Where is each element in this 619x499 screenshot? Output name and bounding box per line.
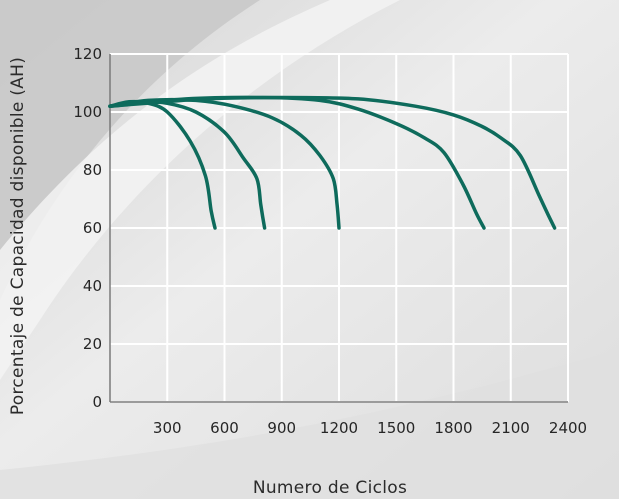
y-tick-labels: 0 20 40 60 80 100 120 [73,45,102,411]
x-tick-label: 2400 [549,419,587,437]
y-tick-label: 60 [83,219,102,237]
series-line-2 [108,99,267,230]
x-tick-label: 1500 [377,419,415,437]
x-tick-label: 900 [267,419,296,437]
series-line-5 [108,95,557,230]
series-line-1 [108,99,217,230]
y-tick-label: 40 [83,277,102,295]
y-tick-label: 0 [92,393,102,411]
x-tick-labels: 300 600 900 1200 1500 1800 2100 2400 [153,419,587,437]
y-axis-title: Porcentaje de Capacidad disponible (AH) [8,57,28,415]
x-tick-label: 2100 [492,419,530,437]
x-axis-title: Numero de Ciclos [253,478,407,498]
x-tick-label: 300 [153,419,182,437]
y-tick-label: 20 [83,335,102,353]
series-lines [108,95,557,230]
y-tick-label: 80 [83,161,102,179]
y-tick-label: 120 [73,45,102,63]
x-tick-label: 1800 [434,419,472,437]
x-tick-label: 1200 [320,419,358,437]
axes [109,54,568,403]
series-line-4 [108,95,486,230]
x-tick-label: 600 [210,419,239,437]
y-tick-label: 100 [73,103,102,121]
